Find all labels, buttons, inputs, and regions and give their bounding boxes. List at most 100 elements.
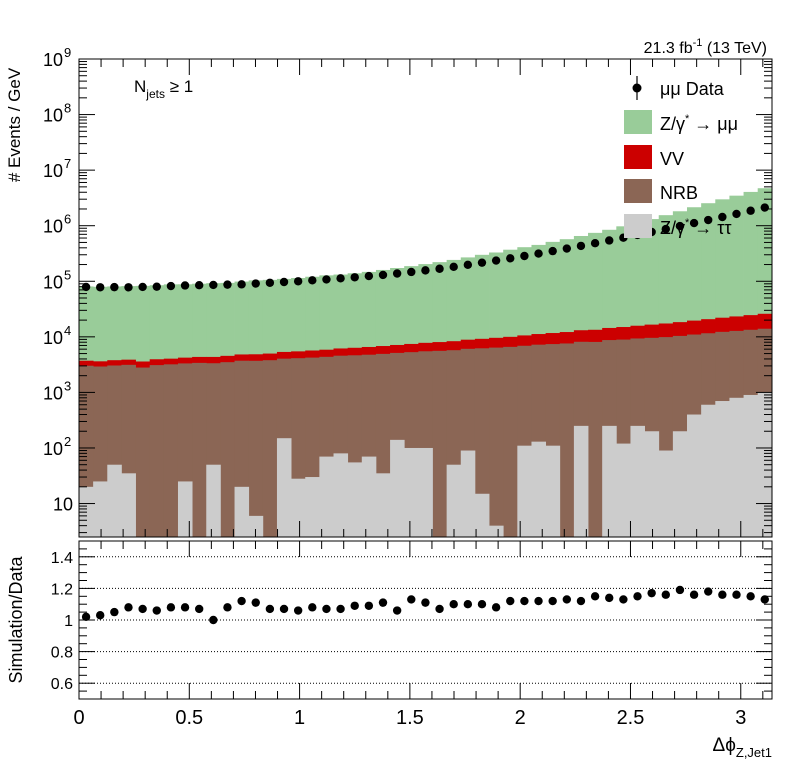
ztt-bar <box>545 445 561 537</box>
ratio-point <box>81 612 91 622</box>
data-point <box>477 258 487 267</box>
ratio-point <box>194 604 204 614</box>
data-point <box>548 246 557 256</box>
legend-entry-data: μμ Data <box>632 76 725 100</box>
legend-marker <box>632 83 642 93</box>
data-point <box>265 278 275 287</box>
ratio-point <box>548 596 557 606</box>
x-tick-label: 1.5 <box>396 707 424 729</box>
data-point <box>237 280 246 289</box>
data-point <box>350 273 359 282</box>
ratio-point <box>166 603 176 612</box>
ratio-point <box>223 603 232 612</box>
data-point <box>746 206 755 215</box>
ztt-bar <box>361 456 377 537</box>
ratio-point <box>491 603 501 612</box>
data-point <box>463 260 473 269</box>
ratio-point <box>322 604 331 614</box>
data-point <box>392 269 402 278</box>
y-tick-label: 10 <box>43 106 63 126</box>
ztt-bar <box>630 425 645 537</box>
nrb-bar <box>192 362 207 537</box>
ratio-point <box>590 592 600 601</box>
ztt-bar <box>644 431 660 537</box>
y-tick-label: 10 <box>43 217 63 237</box>
nrb-bar <box>432 350 448 537</box>
ratio-point <box>633 592 642 601</box>
data-point <box>435 264 444 273</box>
legend-swatch <box>624 145 652 169</box>
ztt-bar <box>121 473 136 537</box>
ratio-point <box>704 587 713 596</box>
ratio-y-axis-title: Simulation/Data <box>6 555 26 683</box>
ztt-bar <box>658 450 674 537</box>
nrb-bar <box>559 343 575 537</box>
ztt-bar <box>333 453 349 537</box>
ztt-bar <box>517 445 532 537</box>
ztt-bar <box>319 456 334 537</box>
ztt-bar <box>573 425 589 537</box>
ratio-point <box>534 596 543 606</box>
ztt-bar <box>390 439 405 537</box>
lumi-label: 21.3 fb-1 (13 TeV) <box>644 37 767 57</box>
ztt-bar <box>616 443 631 537</box>
ratio-point <box>449 600 458 609</box>
ratio-point <box>605 593 614 603</box>
legend-swatch <box>624 214 652 238</box>
nrb-bar <box>474 348 490 537</box>
data-point <box>605 236 614 245</box>
legend-swatch <box>624 110 652 134</box>
y-tick-exponent: 3 <box>64 378 71 393</box>
data-point <box>576 241 586 251</box>
legend-label: μμ Data <box>660 79 725 99</box>
ztt-bar <box>474 493 490 537</box>
stacked-histograms <box>79 188 773 538</box>
data-point <box>293 277 303 286</box>
data-point <box>506 254 515 263</box>
ztt-bar <box>375 473 391 537</box>
data-point <box>407 267 416 277</box>
ratio-point <box>110 607 119 617</box>
ratio-y-tick-label: 1 <box>64 613 73 630</box>
data-point <box>194 280 204 290</box>
ztt-bar <box>291 478 306 537</box>
y-tick-exponent: 9 <box>64 45 71 60</box>
ratio-point <box>392 606 402 615</box>
data-point <box>760 203 769 212</box>
ratio-y-tick-label: 1.2 <box>51 581 73 598</box>
ratio-point <box>421 598 430 607</box>
ratio-y-tick-label: 0.8 <box>51 645 73 662</box>
ratio-point <box>265 604 275 614</box>
legend-label: Z/γ* → μμ <box>660 113 738 134</box>
data-point <box>689 218 699 228</box>
ratio-point <box>576 596 586 606</box>
ratio-point <box>364 601 374 610</box>
ratio-point <box>124 603 133 612</box>
data-points <box>81 203 769 292</box>
data-point <box>718 212 727 222</box>
y-tick-label: 10 <box>43 439 63 459</box>
ratio-y-tick-label: 1.4 <box>51 550 73 567</box>
ratio-point <box>718 590 727 599</box>
ztt-bar <box>404 447 419 537</box>
ratio-point <box>435 604 444 614</box>
ratio-point <box>279 604 289 614</box>
data-point <box>449 262 458 272</box>
nrb-bar <box>489 347 504 537</box>
ratio-point <box>477 600 487 609</box>
y-tick-label: 10 <box>43 328 63 348</box>
data-point <box>364 271 374 281</box>
ztt-bar <box>347 462 363 537</box>
data-point <box>661 224 670 234</box>
data-point <box>138 282 147 292</box>
ztt-bar <box>602 425 617 537</box>
ratio-panel: 0.6 0.8 1 1.2 1.4 0 0.5 1 1.5 2 2.5 3 Simulation/Da… <box>6 540 773 760</box>
nrb-bar <box>149 365 165 537</box>
x-tick-label: 1 <box>294 707 305 729</box>
data-point <box>732 209 741 219</box>
x-tick-label: 2 <box>515 707 526 729</box>
y-tick-exponent: 6 <box>64 212 71 227</box>
ratio-point <box>562 595 572 604</box>
